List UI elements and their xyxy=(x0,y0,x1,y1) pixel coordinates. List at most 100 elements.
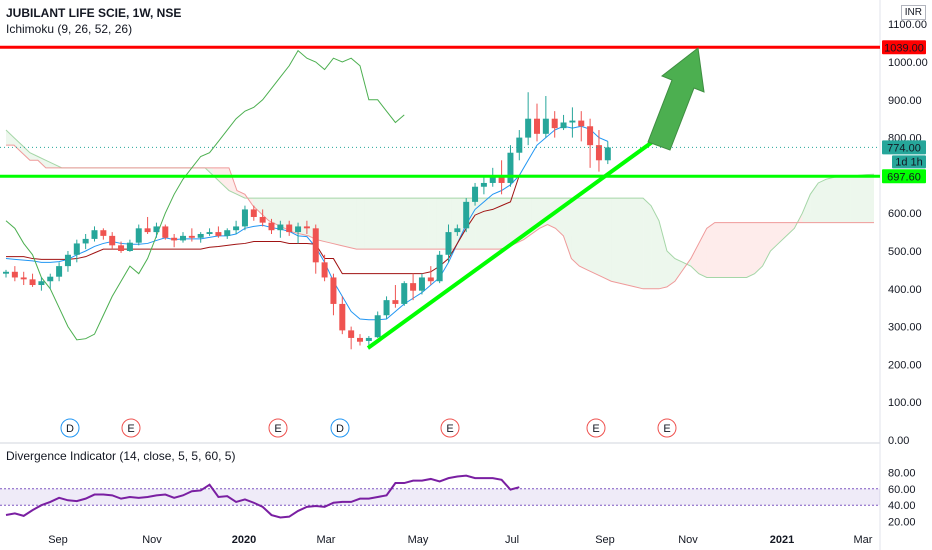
uptrend-line xyxy=(366,138,657,350)
cloud-segment xyxy=(802,194,811,223)
candle-body xyxy=(153,226,160,233)
cloud-segment xyxy=(388,198,397,250)
cloud-segment xyxy=(404,198,413,250)
candle-body xyxy=(64,254,71,267)
candle-body xyxy=(197,233,204,238)
cloud-segment xyxy=(332,198,341,246)
candle-body xyxy=(383,300,390,316)
candle-body xyxy=(578,120,585,127)
cloud-segment xyxy=(292,198,301,234)
cloud-segment xyxy=(396,198,405,250)
candle-body xyxy=(171,237,178,241)
candle-body xyxy=(144,228,151,233)
cloud-segment xyxy=(834,176,843,223)
y-tick-label: 200.00 xyxy=(888,359,922,371)
candle-body xyxy=(534,118,540,134)
cloud-segment xyxy=(627,198,636,287)
cloud-segment xyxy=(29,152,38,161)
cloud-segment xyxy=(436,198,444,250)
candle-body xyxy=(427,277,434,282)
cloud-segment xyxy=(348,198,357,250)
cloud-segment xyxy=(324,198,333,244)
earnings-event xyxy=(657,418,677,438)
cloud-segment xyxy=(754,222,763,274)
x-tick-label: Mar xyxy=(854,534,873,546)
y-tick-label: 600.00 xyxy=(888,208,922,220)
event-letter: E xyxy=(592,423,599,435)
cloud-segment xyxy=(858,174,867,223)
candle-body xyxy=(454,228,461,233)
price-axis-bg xyxy=(880,0,932,550)
candle-body xyxy=(286,224,293,233)
cloud-segment xyxy=(611,198,620,284)
support-price-label-box xyxy=(882,169,926,184)
chart-title: JUBILANT LIFE SCIE, 1W, NSE xyxy=(6,6,182,20)
ichimoku-legend[interactable]: Ichimoku (9, 26, 52, 26) xyxy=(6,22,133,36)
divergence-legend[interactable]: Divergence Indicator (14, close, 5, 5, 6… xyxy=(6,449,236,463)
candle-body xyxy=(20,277,27,280)
x-tick-label: 2021 xyxy=(770,534,794,546)
cloud-segment xyxy=(483,198,492,250)
x-tick-label: Sep xyxy=(595,534,615,546)
timer-box xyxy=(892,155,926,169)
x-tick-label: Mar xyxy=(317,534,336,546)
candle-body xyxy=(330,277,337,304)
candle-body xyxy=(569,120,576,123)
candle-body xyxy=(303,226,310,229)
cloud-segment xyxy=(826,177,835,223)
cloud-segment xyxy=(778,222,787,244)
candle-body xyxy=(277,224,284,231)
candle-body xyxy=(224,230,231,236)
cloud-segment xyxy=(587,198,596,274)
candle-body xyxy=(3,271,9,274)
cloud-segment xyxy=(428,198,437,250)
cloud-segment xyxy=(746,222,755,278)
candle-body xyxy=(525,118,532,138)
y-tick-label: 0.00 xyxy=(888,435,909,447)
candle-body xyxy=(507,152,514,183)
candle-body xyxy=(118,245,125,251)
event-letter: E xyxy=(663,423,670,435)
candle-body xyxy=(206,232,213,234)
cloud-segment xyxy=(818,179,827,223)
last-price-label: 774.00 xyxy=(887,142,921,154)
candle-body xyxy=(587,126,594,146)
y-tick-label: 1000.00 xyxy=(888,57,928,69)
candle-body xyxy=(180,235,186,241)
cloud-segment xyxy=(730,222,739,278)
lagging-line xyxy=(5,49,405,341)
cloud-segment xyxy=(45,160,54,168)
candle-body xyxy=(56,266,63,277)
candle-body xyxy=(463,201,470,229)
cloud-segment xyxy=(619,198,628,286)
cloud-segment xyxy=(475,198,484,250)
candle-body xyxy=(410,283,417,291)
candle-body xyxy=(11,271,18,278)
up-arrow xyxy=(647,47,705,151)
y-tick-label: 100.00 xyxy=(888,397,922,409)
cloud-segment xyxy=(706,222,715,278)
x-tick-label: Nov xyxy=(678,534,698,546)
candle-body xyxy=(82,238,89,244)
candle-body xyxy=(135,228,142,243)
x-tick-label: 2020 xyxy=(232,534,256,546)
cloud-segment xyxy=(364,198,373,250)
osc-tick-label: 80.00 xyxy=(888,467,916,479)
event-letter: E xyxy=(446,423,453,435)
cloud-segment xyxy=(515,198,524,244)
y-tick-label: 400.00 xyxy=(888,284,922,296)
candle-body xyxy=(480,182,487,187)
currency-badge[interactable]: INR xyxy=(900,5,926,20)
conversion-line xyxy=(5,125,608,321)
cloud-segment xyxy=(236,190,245,199)
resistance-price-label-box xyxy=(882,40,926,55)
candle-body xyxy=(489,175,496,183)
candle-body xyxy=(215,232,222,236)
event-letter: D xyxy=(336,423,344,435)
cloud-segment xyxy=(252,198,261,214)
candle-body xyxy=(295,226,302,233)
candle-body xyxy=(357,337,363,342)
candle-body xyxy=(401,283,408,304)
candle-body xyxy=(100,230,107,236)
